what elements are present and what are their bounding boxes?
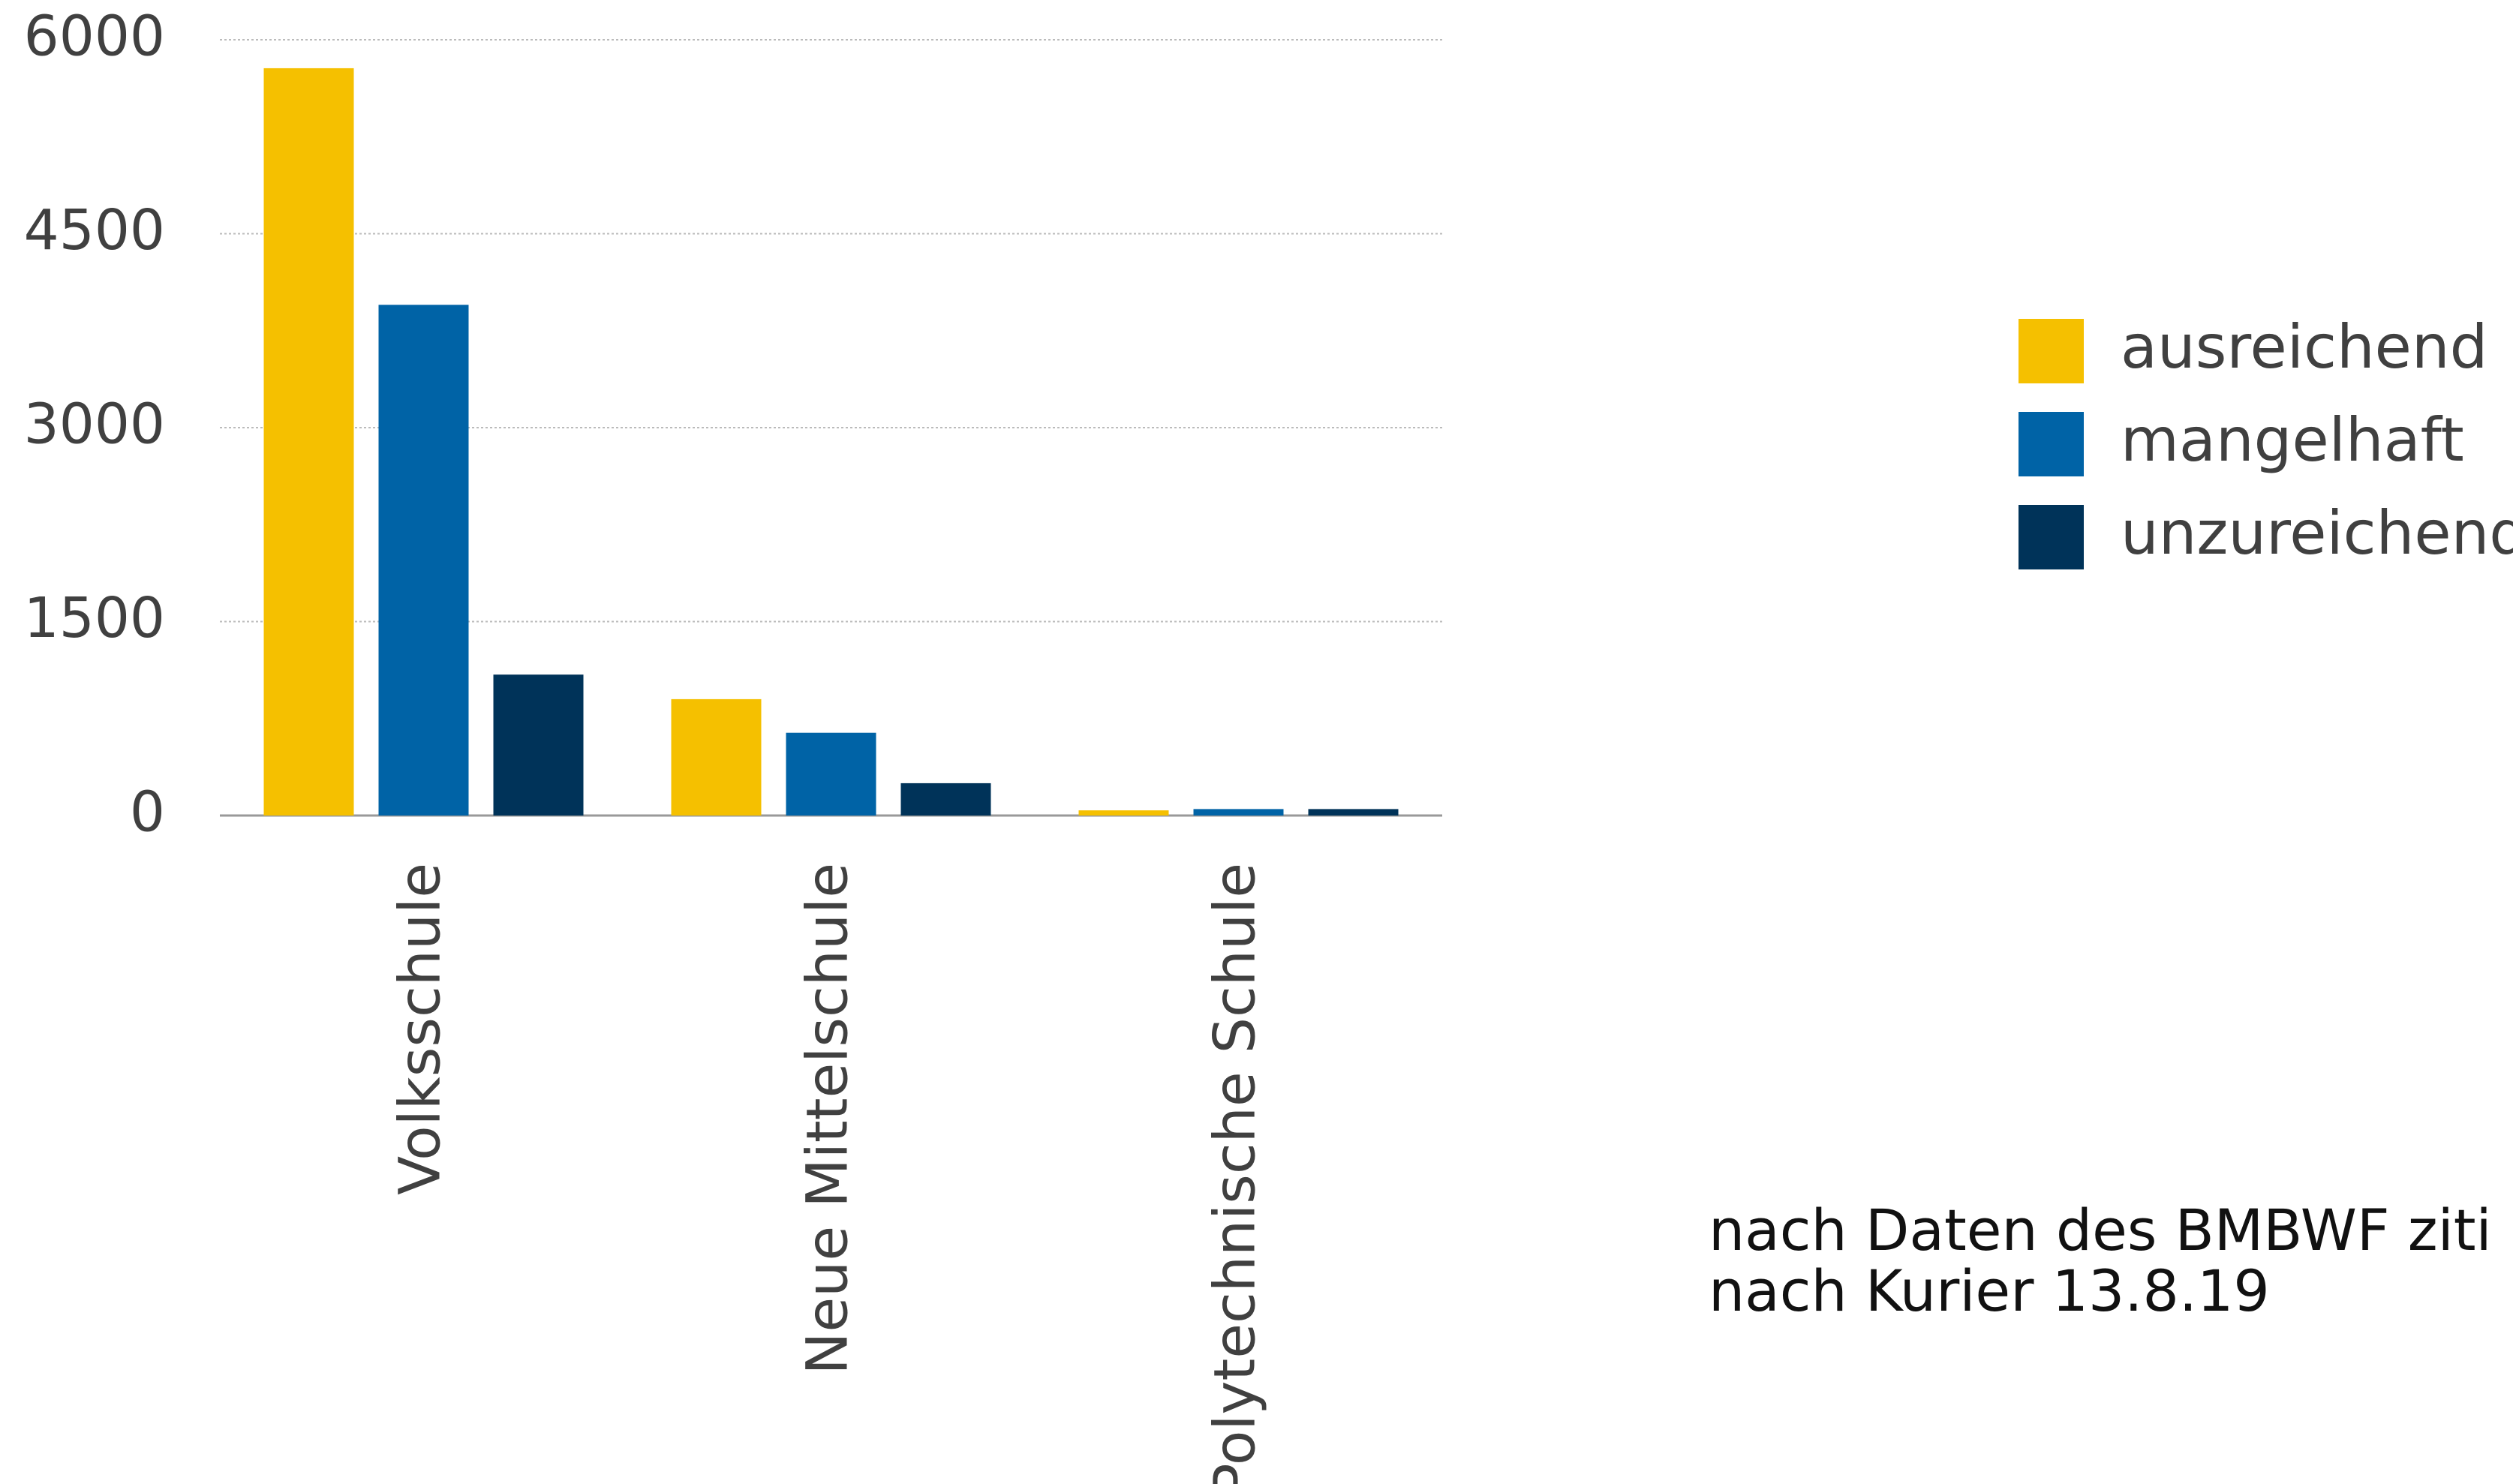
footnote: nach Daten des BMBWF ziti [1709, 1197, 2492, 1263]
legend-swatch [2019, 505, 2084, 569]
legend-swatch [2019, 319, 2084, 383]
footnote: nach Kurier 13.8.19 [1709, 1257, 2270, 1324]
legend-label: mangelhaft [2121, 405, 2464, 475]
y-tick-label: 4500 [24, 198, 165, 263]
legend-label: unzureichend [2121, 498, 2513, 568]
bar [900, 783, 991, 816]
y-tick-label: 0 [130, 780, 165, 845]
y-tick-label: 6000 [24, 5, 165, 69]
x-tick-label: Neue Mittelschule [793, 863, 860, 1374]
y-tick-label: 1500 [24, 586, 165, 650]
bar [263, 68, 354, 816]
bar [1193, 809, 1284, 816]
legend-swatch [2019, 412, 2084, 476]
legend-label: ausreichend [2121, 312, 2487, 382]
bar [786, 732, 876, 816]
bar [378, 305, 469, 816]
x-tick-label: Volksschule [386, 863, 452, 1195]
y-tick-label: 3000 [24, 392, 165, 457]
bar [1308, 809, 1399, 816]
bar [493, 674, 584, 816]
bar [671, 698, 762, 816]
bar [1078, 810, 1169, 816]
x-tick-label: Polytechnische Schule [1201, 863, 1267, 1484]
